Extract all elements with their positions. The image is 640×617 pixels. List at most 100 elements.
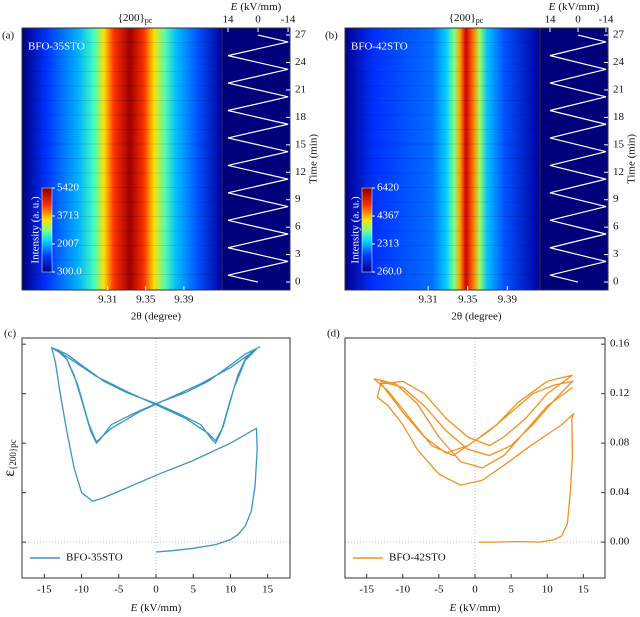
x-tick-label: -15 — [37, 584, 52, 596]
y-tick-label: 9 — [613, 193, 619, 205]
x-tick-label: 15 — [262, 584, 274, 596]
heatmap — [345, 28, 540, 290]
x-tick-label: -15 — [359, 584, 374, 596]
colorbar-label: Intensity (a. u.) — [350, 196, 362, 264]
y-tick-label: 12 — [613, 166, 624, 178]
y-tick-label: 0.00 — [610, 536, 630, 548]
x-tick-label: 9.35 — [136, 294, 156, 306]
panel-label: (a) — [2, 30, 15, 42]
x-axis-label-var: E — [130, 602, 138, 614]
x-axis-label-var: E — [548, 1, 556, 13]
y-axis-label-sub: {200}pc — [8, 439, 18, 470]
colorbar-label: Intensity (a. u.) — [30, 196, 42, 264]
title: {200}pc — [118, 12, 153, 25]
x-tick-label: 9.39 — [498, 294, 518, 306]
y-tick-label: 0.16 — [610, 338, 630, 350]
legend-label: BFO-42STO — [389, 552, 446, 564]
y-tick-label: 3 — [295, 248, 301, 260]
panel-label: (b) — [325, 30, 338, 42]
x-axis-label: E (kV/mm) — [548, 1, 600, 13]
y-tick-label: 24 — [613, 56, 625, 68]
y-tick-label: 0.08 — [610, 437, 630, 449]
panel-label: (d) — [327, 328, 340, 340]
title-sub: pc — [145, 16, 153, 25]
x-tick-label: 0 — [575, 14, 581, 26]
x-tick-label: 9.31 — [419, 294, 438, 306]
x-axis-label-var: E — [449, 602, 457, 614]
sample-label: BFO-35STO — [28, 41, 85, 53]
title-sub: pc — [476, 16, 484, 25]
x-axis-label: 2θ (degree) — [131, 311, 181, 323]
y-tick-label: 15 — [613, 138, 625, 150]
y-tick-label: 21 — [295, 83, 306, 95]
y-axis-label-main: ε — [1, 470, 18, 477]
panel-label: (c) — [4, 328, 17, 340]
colorbar-tick-label: 4367 — [377, 210, 400, 222]
colorbar-tick-label: 2007 — [57, 238, 80, 250]
title: {200}pc — [449, 12, 484, 25]
x-tick-label: 5 — [508, 584, 514, 596]
x-tick-label: 0 — [153, 584, 159, 596]
y-tick-label: 21 — [613, 83, 624, 95]
x-tick-label: 0 — [255, 14, 261, 26]
y-tick-label: 6 — [613, 221, 619, 233]
x-axis-label: E (kV/mm) — [130, 602, 182, 614]
y-tick-label: 18 — [613, 111, 625, 123]
x-tick-label: 9.35 — [458, 294, 478, 306]
y-tick-label: 0.04 — [610, 486, 630, 498]
colorbar — [361, 187, 373, 273]
colorbar — [41, 187, 53, 273]
x-axis-label: E (kV/mm) — [449, 602, 501, 614]
y-tick-label: 15 — [295, 138, 307, 150]
x-tick-label: 14 — [545, 14, 557, 26]
y-tick-label: 27 — [295, 29, 307, 41]
y-tick-label: 3 — [613, 248, 619, 260]
x-axis-label-var: E — [230, 1, 238, 13]
y-tick-label: 27 — [613, 29, 625, 41]
x-tick-label: 10 — [542, 584, 554, 596]
y-tick-label: 6 — [295, 221, 301, 233]
y-tick-label: 18 — [295, 111, 307, 123]
x-tick-label: 0 — [472, 584, 478, 596]
colorbar-tick-label: 3713 — [57, 210, 80, 222]
x-axis-label: E (kV/mm) — [230, 1, 282, 13]
y-tick-label: 0 — [295, 276, 301, 288]
y-tick-label: 0 — [613, 276, 619, 288]
y-axis-label: Time (min) — [626, 134, 638, 184]
series-line — [373, 374, 575, 543]
y-axis-label: ε{200}pc — [1, 439, 18, 476]
x-tick-label: -5 — [114, 584, 124, 596]
x-axis-label-unit: (kV/mm) — [558, 1, 599, 13]
x-tick-label: 5 — [190, 584, 196, 596]
y-tick-label: 24 — [295, 56, 307, 68]
heatmap — [22, 28, 222, 290]
y-tick-label: 12 — [295, 166, 306, 178]
title-main: {200} — [118, 12, 145, 24]
x-tick-label: 9.39 — [174, 294, 194, 306]
waveform-line — [549, 34, 607, 283]
x-axis-label: 2θ (degree) — [451, 311, 501, 323]
x-tick-label: 10 — [225, 584, 237, 596]
y-tick-label: 0.12 — [610, 387, 629, 399]
x-tick-label: 15 — [578, 584, 590, 596]
colorbar-tick-label: 260.0 — [377, 266, 402, 278]
colorbar-tick-label: 6420 — [377, 182, 400, 194]
y-tick-label: 9 — [295, 193, 301, 205]
sample-label: BFO-42STO — [351, 41, 408, 53]
colorbar-tick-label: 2313 — [377, 238, 400, 250]
colorbar-tick-label: 300.0 — [57, 266, 82, 278]
legend-label: BFO-35STO — [66, 552, 123, 564]
x-tick-label: -10 — [74, 584, 89, 596]
x-tick-label: -14 — [281, 14, 296, 26]
x-axis-label-unit: (kV/mm) — [240, 1, 281, 13]
waveform-line — [227, 34, 289, 283]
x-tick-label: -14 — [599, 14, 614, 26]
x-axis-label-unit: (kV/mm) — [459, 602, 500, 614]
y-axis-label: Time (min) — [308, 134, 320, 184]
series-line — [50, 346, 261, 553]
x-tick-label: 14 — [223, 14, 235, 26]
colorbar-tick-label: 5420 — [57, 182, 80, 194]
x-axis-label-unit: (kV/mm) — [140, 602, 181, 614]
x-tick-label: 9.31 — [98, 294, 117, 306]
